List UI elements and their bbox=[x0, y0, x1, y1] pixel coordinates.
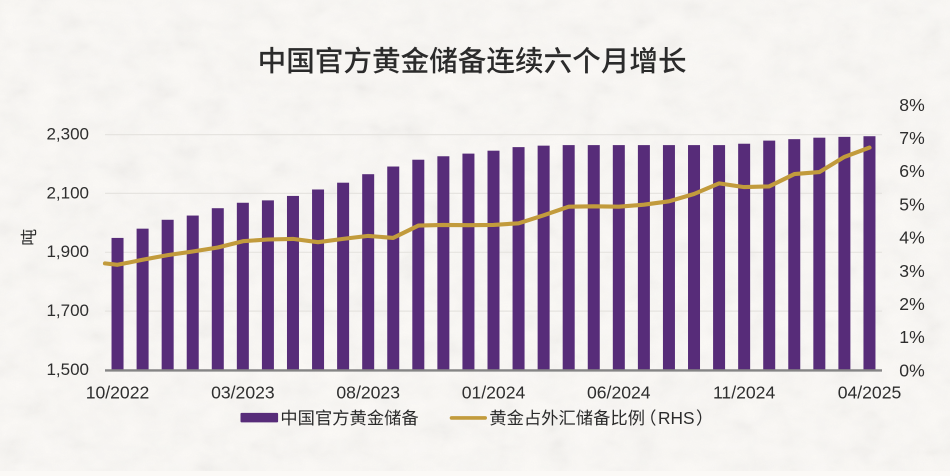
svg-text:2,100: 2,100 bbox=[46, 183, 89, 202]
svg-text:1,500: 1,500 bbox=[46, 360, 89, 379]
svg-text:11/2024: 11/2024 bbox=[713, 382, 776, 402]
svg-text:1,700: 1,700 bbox=[46, 301, 89, 320]
svg-text:8%: 8% bbox=[899, 95, 925, 115]
svg-text:08/2023: 08/2023 bbox=[336, 382, 400, 402]
svg-text:5%: 5% bbox=[899, 194, 925, 214]
svg-text:06/2024: 06/2024 bbox=[587, 382, 651, 402]
svg-text:01/2024: 01/2024 bbox=[462, 382, 526, 402]
svg-text:6%: 6% bbox=[899, 161, 925, 181]
svg-text:04/2025: 04/2025 bbox=[838, 382, 902, 402]
svg-text:4%: 4% bbox=[899, 228, 925, 248]
svg-text:7%: 7% bbox=[899, 128, 925, 148]
svg-text:1,900: 1,900 bbox=[46, 242, 89, 261]
svg-text:2%: 2% bbox=[899, 294, 925, 314]
svg-text:10/2022: 10/2022 bbox=[86, 382, 150, 402]
svg-text:3%: 3% bbox=[899, 261, 925, 281]
svg-text:0%: 0% bbox=[899, 360, 925, 380]
svg-text:RHS: RHS bbox=[658, 408, 695, 428]
svg-text:1%: 1% bbox=[899, 327, 925, 347]
svg-text:2,300: 2,300 bbox=[46, 125, 89, 144]
svg-text:03/2023: 03/2023 bbox=[211, 382, 275, 402]
